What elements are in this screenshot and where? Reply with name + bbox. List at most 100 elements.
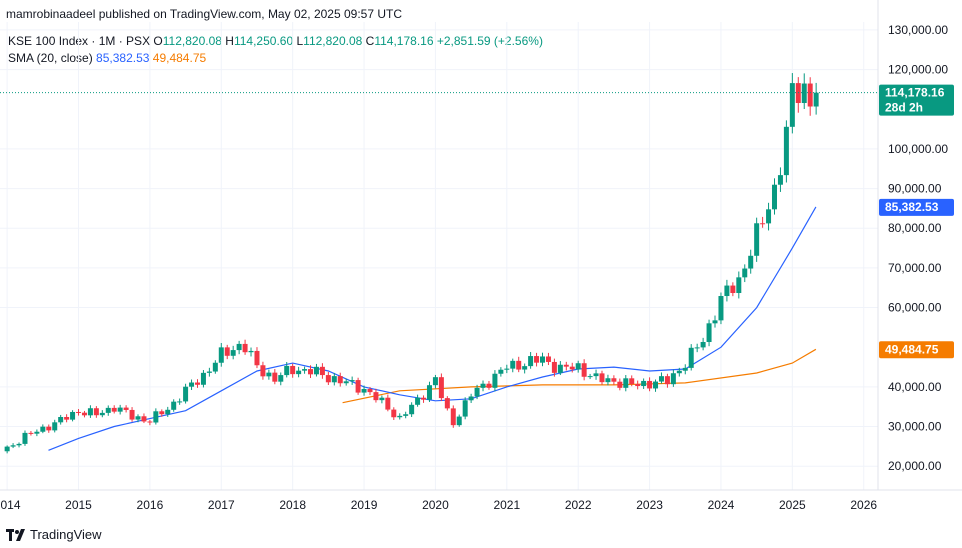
x-tick-label: 2022: [565, 498, 592, 512]
symbol-name[interactable]: KSE 100 Index · 1M · PSX: [8, 34, 151, 48]
candle-body: [510, 360, 516, 369]
candle-body: [242, 343, 248, 353]
candle-body: [111, 407, 117, 412]
candle-body: [319, 366, 325, 376]
sma-slow-tag: [879, 341, 954, 359]
candle-body: [599, 373, 605, 383]
candle-body: [93, 408, 99, 416]
candle-body: [403, 414, 409, 416]
candle-body: [718, 296, 724, 321]
candle-body: [522, 366, 528, 370]
x-tick-label: 2019: [351, 498, 378, 512]
candle-body: [426, 385, 432, 400]
candle-body: [587, 376, 593, 378]
candle-body: [34, 431, 40, 434]
candle-body: [159, 411, 165, 415]
y-tick-label: 120,000.00: [888, 63, 948, 77]
candle-body: [432, 377, 438, 386]
sma-slow-value: 49,484.75: [152, 51, 207, 65]
candle-body: [129, 409, 135, 420]
y-tick-label: 80,000.00: [888, 221, 942, 235]
candle-body: [391, 409, 397, 418]
sma-label[interactable]: SMA (20, close): [8, 51, 93, 65]
candle-body: [551, 361, 557, 373]
candle-body: [343, 381, 349, 384]
candle-body: [189, 382, 195, 387]
x-tick-label: 2023: [636, 498, 663, 512]
x-tick-label: 2025: [779, 498, 806, 512]
candle-body: [789, 83, 795, 127]
candle-body: [593, 373, 599, 377]
candle-body: [486, 383, 492, 388]
candle-body: [807, 83, 813, 107]
candle-body: [123, 407, 129, 410]
candle-body: [52, 422, 58, 431]
candle-body: [367, 388, 373, 393]
candle-body: [46, 426, 52, 431]
chart-legend: KSE 100 Index · 1M · PSX O112,820.08 H11…: [8, 33, 543, 67]
time-axis[interactable]: 2014 2015 2016 2017 2018 2019 2020 2021 2022 2023…: [0, 498, 877, 512]
candle-body: [635, 383, 641, 387]
candle-body: [355, 380, 361, 393]
candle-body: [670, 373, 676, 385]
x-tick-label: 2015: [65, 498, 92, 512]
sma-row: SMA (20, close) 85,382.53 49,484.75: [8, 50, 543, 67]
candle-body: [801, 83, 807, 104]
candle-body: [248, 350, 254, 353]
candle-body: [421, 397, 427, 400]
y-tick-label: 90,000.00: [888, 182, 942, 196]
candle-body: [569, 366, 575, 370]
candle-body: [528, 356, 534, 367]
x-tick-label: 2014: [0, 498, 21, 512]
candle-body: [379, 397, 385, 401]
candle-body: [40, 426, 46, 432]
candle-body: [218, 347, 224, 363]
close-label: C: [365, 34, 375, 48]
candle-body: [4, 446, 10, 452]
last-price-tag-value: 114,178.16: [885, 86, 945, 100]
ohlc-row: KSE 100 Index · 1M · PSX O112,820.08 H11…: [8, 33, 543, 50]
x-tick-label: 2016: [137, 498, 164, 512]
candle-body: [135, 416, 141, 420]
candle-body: [736, 277, 742, 294]
last-price-tag: [879, 84, 954, 116]
candle-body: [516, 360, 522, 370]
candle-body: [557, 364, 563, 373]
candle-body: [700, 341, 706, 348]
candle-body: [171, 401, 177, 410]
y-tick-label: 70,000.00: [888, 261, 942, 275]
candle-body: [260, 365, 266, 377]
low-label: L: [296, 34, 304, 48]
candle-body: [777, 175, 783, 185]
tradingview-logo-icon: [6, 528, 25, 541]
candle-body: [194, 382, 200, 385]
sma-fast-tag-value: 85,382.53: [885, 200, 939, 214]
candle-body: [266, 372, 272, 377]
x-tick-label: 2020: [422, 498, 449, 512]
open-value: 112,820.08: [162, 34, 222, 48]
candle-body: [302, 369, 308, 371]
candle-body: [474, 387, 480, 397]
candles-layer: [4, 73, 819, 454]
y-tick-label: 40,000.00: [888, 380, 942, 394]
candle-body: [325, 375, 331, 383]
brand-name: TradingView: [30, 527, 102, 542]
candle-body: [409, 404, 415, 415]
candle-body: [444, 398, 450, 409]
y-tick-label: 100,000.00: [888, 142, 948, 156]
high-label: H: [225, 34, 234, 48]
candle-body: [641, 380, 647, 387]
tradingview-logo[interactable]: TradingView: [6, 527, 102, 542]
y-tick-label: 60,000.00: [888, 301, 942, 315]
candle-body: [682, 367, 688, 371]
price-axis[interactable]: 130,000.00 120,000.00 100,000.00 90,000.00 8…: [888, 23, 948, 473]
sma-slow-line: [342, 348, 817, 404]
candle-body: [706, 323, 712, 342]
candle-body: [308, 369, 314, 375]
candle-body: [200, 372, 206, 385]
candle-body: [81, 412, 87, 416]
candle-body: [688, 347, 694, 368]
candle-body: [236, 343, 242, 351]
candle-body: [468, 396, 474, 401]
